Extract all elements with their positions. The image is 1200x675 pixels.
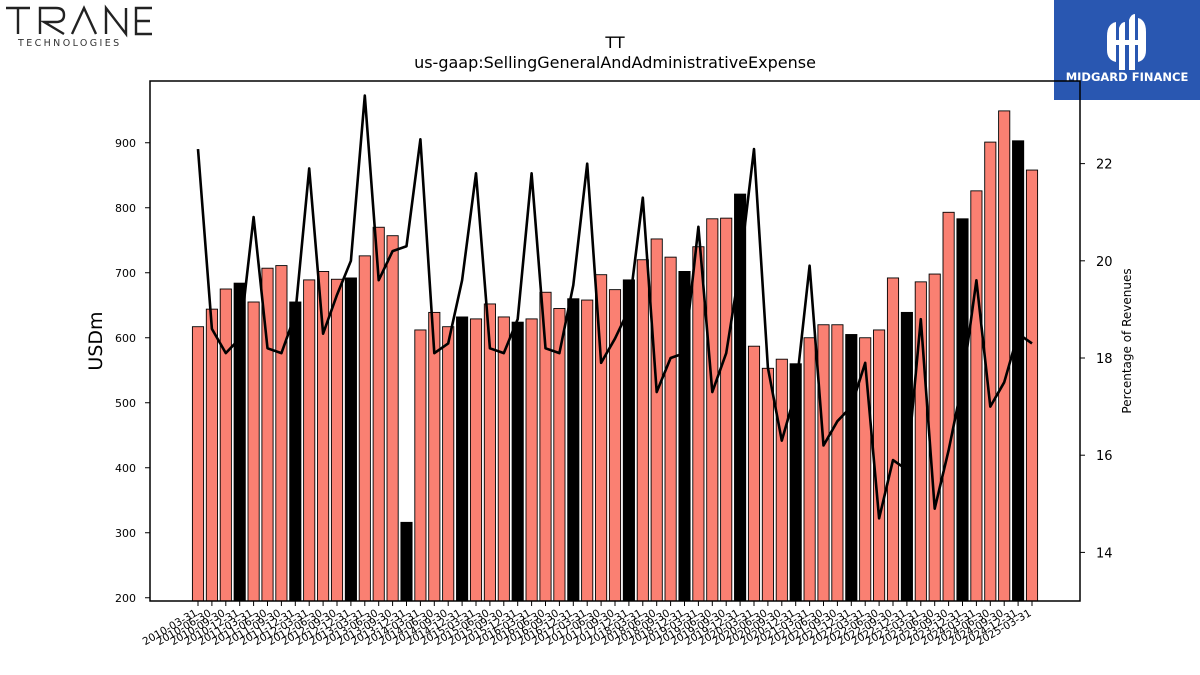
y-axis: 200 300 400 500 600 700 800 900: [115, 137, 150, 605]
midgard-logo-text: MIDGARD FINANCE: [1066, 70, 1189, 84]
bar-2023-09-30: [942, 211, 955, 602]
y-tick-label: 700: [115, 267, 136, 280]
bar-2012-03-31: [303, 279, 316, 602]
bar-2020-03-31: [747, 345, 761, 602]
bar-2017-03-31: [581, 299, 594, 602]
bar-2016-12-31: [567, 298, 580, 602]
bar-2014-03-31: [414, 329, 427, 602]
bar-2019-09-30: [720, 217, 733, 602]
y-tick-label: 800: [115, 202, 136, 215]
bars-group: [191, 110, 1039, 602]
bar-2010-03-31: [191, 326, 205, 602]
bar-2024-09-30: [998, 110, 1011, 602]
bar-2013-12-31: [400, 521, 413, 602]
y2-tick-label: 14: [1096, 546, 1113, 561]
y-tick-label: 300: [115, 527, 136, 540]
bar-2021-09-30: [831, 324, 844, 602]
y-tick-label: 600: [115, 332, 136, 345]
trane-technologies-logo: TECHNOLOGIES: [4, 4, 164, 52]
bar-2012-09-30: [330, 278, 344, 602]
bar-2025-03-31: [1025, 169, 1039, 602]
bar-2015-03-31: [469, 318, 483, 602]
bar-2013-09-30: [386, 235, 399, 602]
y2-tick-label: 20: [1096, 255, 1113, 270]
y-tick-label: 200: [115, 592, 136, 605]
bar-2012-12-31: [344, 277, 357, 602]
x-axis: 2010-03-312010-06-302010-09-302010-12-31…: [141, 601, 1034, 648]
chart-title: TT: [604, 33, 624, 52]
bar-2021-12-31: [845, 334, 858, 602]
bar-2022-09-30: [886, 277, 900, 602]
y2-tick-label: 16: [1096, 449, 1113, 464]
bar-2019-03-31: [692, 246, 705, 602]
y2-axis-label: Percentage of Revenues: [1120, 268, 1134, 413]
y2-axis: 14 16 18 20 22: [1080, 158, 1113, 561]
y-tick-label: 900: [115, 137, 136, 150]
bar-2018-03-31: [636, 259, 649, 602]
bar-2020-06-30: [761, 367, 774, 602]
bar-2024-03-31: [970, 190, 983, 602]
trane-wordmark: [6, 4, 152, 38]
bar-2010-06-30: [205, 308, 218, 602]
bar-2019-06-30: [706, 218, 719, 602]
y-tick-label: 400: [115, 462, 136, 475]
bar-2011-09-30: [275, 265, 288, 602]
midgard-emblem-icon: [1107, 14, 1146, 70]
pct-line-group: [196, 94, 1033, 520]
bar-2024-12-31: [1012, 140, 1025, 602]
bar-2020-12-31: [789, 363, 802, 602]
bar-2014-12-31: [456, 316, 469, 602]
bar-2011-03-31: [247, 301, 260, 602]
bar-2014-09-30: [442, 326, 455, 602]
plot-frame: [149, 80, 1081, 602]
bar-2017-12-31: [622, 279, 635, 602]
y2-tick-label: 22: [1096, 158, 1113, 173]
bar-2013-06-30: [372, 226, 385, 602]
bar-2015-12-31: [511, 321, 524, 602]
bar-2018-09-30: [664, 256, 677, 602]
bar-2014-06-30: [428, 311, 441, 602]
chart-subtitle: us-gaap:SellingGeneralAndAdministrativeE…: [414, 53, 816, 72]
y2-tick-label: 18: [1096, 352, 1113, 367]
bar-2023-12-31: [956, 218, 969, 602]
bar-2015-09-30: [497, 316, 510, 602]
bar-2013-03-31: [358, 255, 371, 602]
bar-2016-03-31: [525, 318, 538, 602]
midgard-finance-logo: MIDGARD FINANCE: [1054, 0, 1200, 100]
y-axis-label: USDm: [85, 311, 107, 370]
y-tick-label: 500: [115, 397, 136, 410]
bar-2020-09-30: [775, 358, 788, 602]
bar-2011-12-31: [289, 301, 302, 602]
trane-logo-sub: TECHNOLOGIES: [17, 38, 122, 49]
bar-2018-06-30: [650, 238, 663, 602]
pct-of-revenues-line: [196, 94, 1033, 520]
bar-2010-09-30: [219, 288, 232, 602]
bar-2021-03-31: [803, 337, 816, 602]
bar-2021-06-30: [817, 324, 830, 602]
